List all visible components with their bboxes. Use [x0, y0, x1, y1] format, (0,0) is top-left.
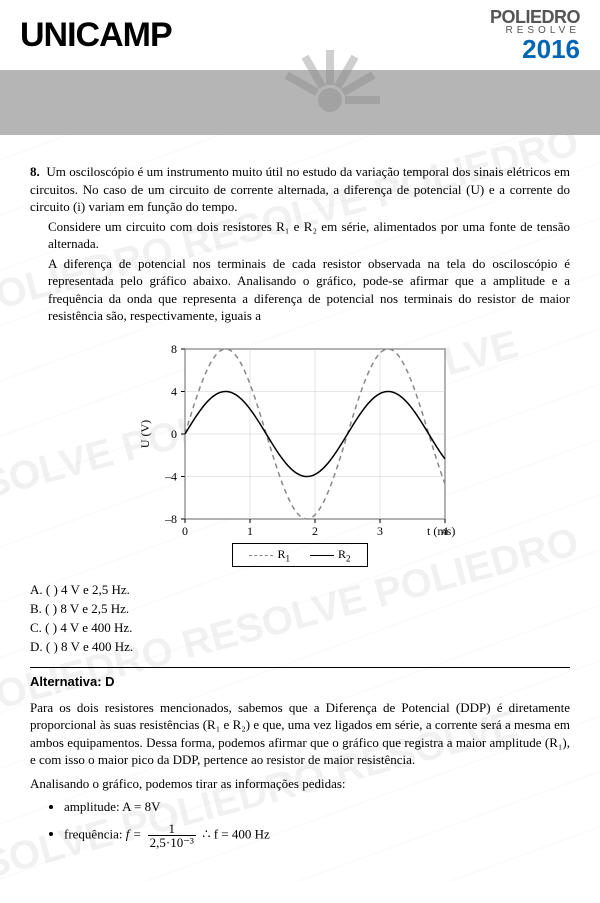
svg-text:1: 1 — [247, 524, 253, 538]
solution-para-1: Para os dois resistores mencionados, sab… — [30, 699, 570, 769]
legend-item-r1: R1 — [249, 547, 290, 563]
legend-item-r2: R2 — [310, 547, 351, 563]
solid-line-icon — [310, 555, 334, 556]
bullet-frequency: frequência: f = 1 2,5·10⁻³ ∴ f = 400 Hz — [64, 822, 570, 849]
option-b: B. ( ) 8 V e 2,5 Hz. — [30, 600, 570, 619]
question-text: 8. Um osciloscópio é um instrumento muit… — [30, 163, 570, 325]
svg-text:–8: –8 — [164, 512, 177, 526]
oscilloscope-chart: –8–404801234U (V)t (ms) — [135, 339, 465, 539]
exam-title: UNICAMP — [20, 16, 172, 55]
question-para-1: Um osciloscópio é um instrumento muito ú… — [30, 164, 570, 214]
answer-label: Alternativa: D — [30, 674, 570, 689]
svg-text:U (V): U (V) — [138, 420, 152, 448]
option-d: D. ( ) 8 V e 400 Hz. — [30, 638, 570, 657]
bullet-amplitude: amplitude: A = 8V — [64, 798, 570, 816]
chart-legend: R1 R2 — [232, 543, 367, 567]
option-a: A. ( ) 4 V e 2,5 Hz. — [30, 581, 570, 600]
decorative-fan-icon — [270, 40, 390, 135]
brand-name: POLIEDRO — [490, 8, 580, 26]
svg-text:3: 3 — [377, 524, 383, 538]
fraction: 1 2,5·10⁻³ — [148, 822, 196, 849]
solution-bullets: amplitude: A = 8V frequência: f = 1 2,5·… — [30, 798, 570, 849]
year: 2016 — [490, 36, 580, 62]
answer-options: A. ( ) 4 V e 2,5 Hz. B. ( ) 8 V e 2,5 Hz… — [30, 581, 570, 656]
legend-container: R1 R2 — [30, 543, 570, 567]
legend-label-r2: R2 — [338, 547, 351, 563]
legend-label-r1: R1 — [277, 547, 290, 563]
question-para-3: A diferença de potencial nos terminais d… — [30, 255, 570, 325]
solution-text: Para os dois resistores mencionados, sab… — [30, 699, 570, 849]
content-area: 8. Um osciloscópio é um instrumento muit… — [0, 135, 600, 865]
page-header: UNICAMP POLIEDRO RESOLVE 2016 — [0, 0, 600, 135]
dashed-line-icon — [249, 555, 273, 556]
svg-text:t (ms): t (ms) — [427, 524, 455, 538]
header-gray-bar — [0, 70, 600, 135]
svg-text:4: 4 — [171, 384, 177, 398]
svg-text:0: 0 — [171, 427, 177, 441]
svg-text:–4: –4 — [164, 469, 177, 483]
option-c: C. ( ) 4 V e 400 Hz. — [30, 619, 570, 638]
svg-text:8: 8 — [171, 342, 177, 356]
solution-para-2: Analisando o gráfico, podemos tirar as i… — [30, 775, 570, 793]
question-number: 8. — [30, 163, 40, 181]
svg-text:2: 2 — [312, 524, 318, 538]
question-para-2: Considere um circuito com dois resistore… — [30, 218, 570, 253]
chart-container: –8–404801234U (V)t (ms) — [30, 339, 570, 539]
svg-text:0: 0 — [182, 524, 188, 538]
brand-block: POLIEDRO RESOLVE 2016 — [490, 8, 580, 62]
divider-line — [30, 667, 570, 668]
